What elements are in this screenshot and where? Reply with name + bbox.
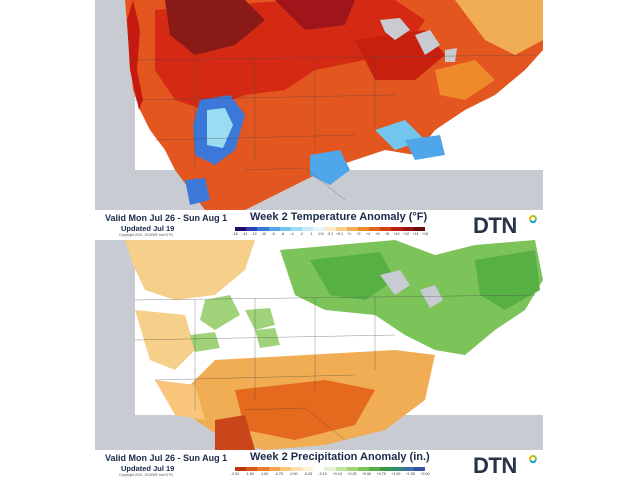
legend-swatch	[290, 467, 303, 471]
legend-swatch	[402, 227, 414, 231]
legend-swatch	[402, 467, 414, 471]
logo-dot-icon	[529, 215, 537, 223]
legend-tick-label: +18	[421, 232, 429, 236]
legend-tick-label: -1	[309, 232, 313, 236]
legend-swatch	[380, 467, 392, 471]
legend-swatch	[279, 227, 291, 231]
legend-swatch	[235, 227, 247, 231]
legend-swatch	[335, 227, 347, 231]
legend-swatch	[302, 227, 314, 231]
legend-tick-label: +0.50	[361, 472, 372, 476]
legend-swatch	[257, 467, 269, 471]
legend-tick-label: +2	[356, 232, 361, 236]
precipitation-anomaly-panel: Valid Mon Jul 26 - Sun Aug 1 Updated Jul…	[95, 240, 543, 480]
legend-swatch	[380, 227, 392, 231]
panel-title: Week 2 Precipitation Anomaly (in.)	[250, 451, 430, 463]
legend-tick-label: -12	[251, 232, 257, 236]
legend-swatch	[357, 227, 370, 231]
legend-tick-label: -1.50	[245, 472, 254, 476]
legend-swatch	[268, 467, 280, 471]
legend-tick-labels: -2.00 -1.50 -1.00 -0.75 -0.50 -0.25 -0.10 +0.10…	[231, 472, 430, 478]
precipitation-map-graphic	[95, 240, 543, 450]
legend-tick-label: +1.50	[405, 472, 415, 476]
legend-tick-label: +10	[393, 232, 400, 236]
legend-tick-label: +4	[365, 232, 371, 236]
legend-tick-label: -18	[232, 232, 238, 236]
legend-tick-label: +1.00	[391, 472, 401, 476]
legend-tick-label: -6	[280, 232, 285, 236]
legend-swatch	[302, 467, 314, 471]
legend-swatch	[246, 227, 258, 231]
legend-swatch	[279, 467, 291, 471]
legend-swatch	[391, 227, 403, 231]
panel-title: Week 2 Temperature Anomaly (°F)	[250, 211, 428, 223]
legend-swatch	[235, 467, 247, 471]
legend-swatch	[346, 467, 358, 471]
temperature-legend: -18 -14 -12 -10 -8 -6 -4 -2 -1 -0.5 -0.1 +0.1 +1 +2 +4…	[232, 227, 429, 238]
legend-tick-label: +8	[384, 232, 390, 236]
legend-tick-label: -0.50	[289, 472, 298, 476]
precipitation-legend: -2.00 -1.50 -1.00 -0.75 -0.50 -0.25 -0.10 +0.10…	[231, 467, 430, 478]
temperature-map-graphic	[95, 0, 543, 210]
legend-tick-label: +0.25	[347, 472, 357, 476]
legend-swatch	[324, 467, 336, 471]
legend-tick-label: -0.10	[318, 472, 327, 476]
copyright-text: Copyright 2021, ECMWF and DTN	[119, 473, 173, 477]
legend-tick-label: -2	[299, 232, 304, 236]
legend-swatch	[369, 467, 381, 471]
dtn-logo: DTN	[473, 213, 537, 239]
legend-tick-label: +14	[412, 232, 419, 236]
temperature-anomaly-panel: Valid Mon Jul 26 - Sun Aug 1 Updated Jul…	[95, 0, 543, 240]
legend-tick-label: -1.00	[260, 472, 269, 476]
updated-date: Updated Jul 19	[121, 224, 175, 233]
legend-tick-label: -4	[290, 232, 294, 236]
updated-date: Updated Jul 19	[121, 464, 175, 473]
legend-tick-label: +1	[346, 232, 352, 236]
legend-tick-label: +0.1	[335, 232, 344, 236]
legend-swatch	[346, 227, 358, 231]
precipitation-anomaly-map	[95, 240, 543, 450]
legend-tick-label: +0.10	[332, 472, 342, 476]
temperature-footer: Valid Mon Jul 26 - Sun Aug 1 Updated Jul…	[95, 210, 543, 240]
legend-tick-label: -0.5	[317, 232, 324, 236]
legend-tick-labels: -18 -14 -12 -10 -8 -6 -4 -2 -1 -0.5 -0.1 +0.1 +1 +2 +4…	[232, 232, 429, 238]
legend-swatch	[357, 467, 370, 471]
legend-swatch	[335, 467, 347, 471]
legend-swatch	[369, 227, 381, 231]
legend-tick-label: -14	[241, 232, 248, 236]
legend-color-bar	[235, 227, 425, 231]
logo-text: DTN	[473, 213, 517, 238]
legend-tick-label: +12	[402, 232, 410, 236]
legend-tick-label: -2.00	[230, 472, 240, 476]
legend-swatch	[313, 467, 325, 471]
legend-tick-label: -0.1	[326, 232, 334, 236]
legend-tick-label: -0.25	[303, 472, 313, 476]
valid-date-range: Valid Mon Jul 26 - Sun Aug 1	[105, 453, 228, 463]
logo-dot-icon	[529, 455, 537, 463]
legend-color-bar	[235, 467, 425, 471]
precipitation-footer: Valid Mon Jul 26 - Sun Aug 1 Updated Jul…	[95, 450, 543, 480]
legend-swatch	[246, 467, 258, 471]
legend-swatch	[290, 227, 303, 231]
legend-tick-label: +2.00	[420, 472, 430, 476]
legend-swatch	[413, 467, 425, 471]
legend-tick-label: +6	[375, 232, 380, 236]
logo-text: DTN	[473, 453, 517, 478]
legend-swatch	[313, 227, 325, 231]
legend-tick-label: -8	[271, 232, 275, 236]
legend-swatch	[268, 227, 280, 231]
temperature-anomaly-map	[95, 0, 543, 210]
legend-tick-label: +0.75	[376, 472, 386, 476]
legend-tick-label: -10	[260, 232, 267, 236]
legend-swatch	[391, 467, 403, 471]
legend-tick-label: -0.75	[274, 472, 283, 476]
legend-swatch	[324, 227, 336, 231]
legend-swatch	[257, 227, 269, 231]
valid-date-range: Valid Mon Jul 26 - Sun Aug 1	[105, 213, 228, 223]
legend-swatch	[413, 227, 425, 231]
copyright-text: Copyright 2021, ECMWF and DTN	[119, 233, 173, 237]
dtn-logo: DTN	[473, 453, 537, 479]
